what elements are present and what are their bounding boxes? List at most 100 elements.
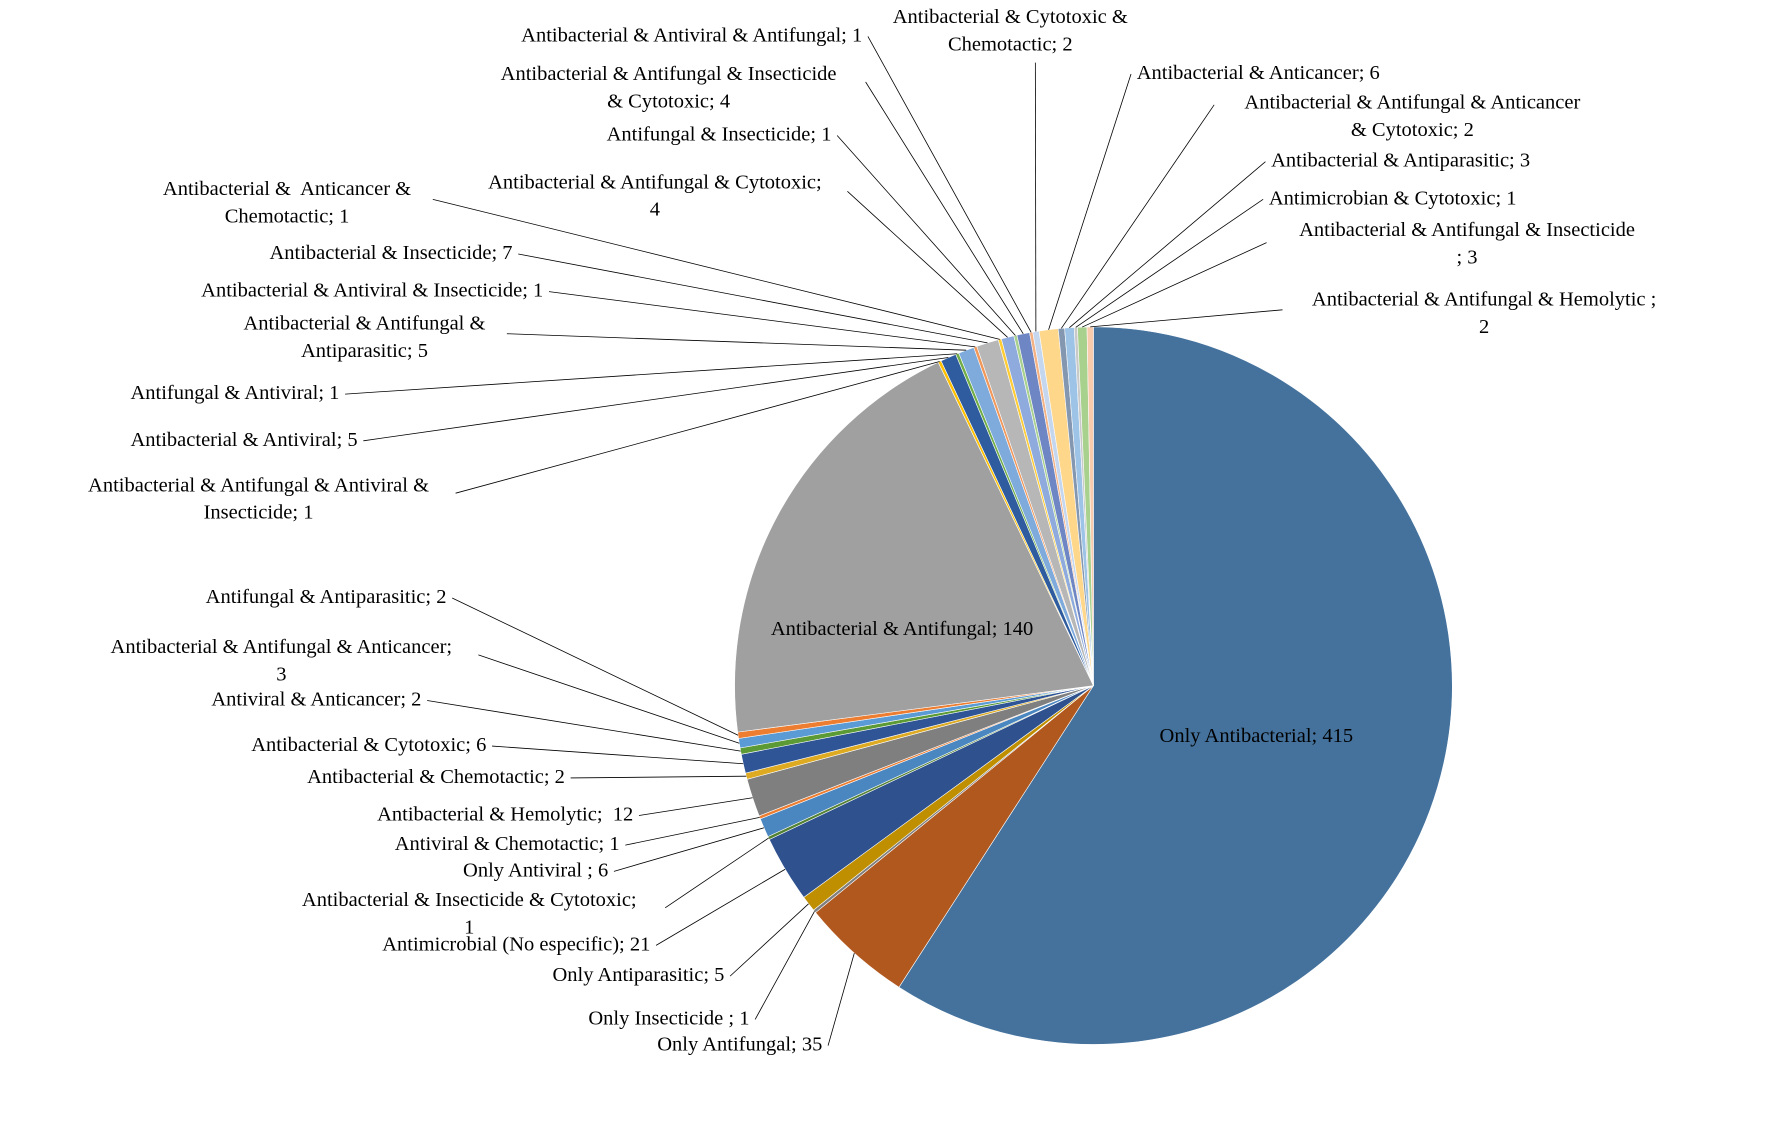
label-line: 2 [1479,316,1489,338]
label-line: Antiviral & Chemotactic; 1 [395,833,620,855]
data-label: Antifungal & Insecticide; 1 [607,123,832,145]
data-label: Only Insecticide ; 1 [588,1007,749,1029]
data-label: Antibacterial & Antifungal & Anticancer &… [1244,91,1580,140]
label-line: Antibacterial & Antifungal & Antiviral & [88,474,429,496]
data-label: Antibacterial & Insecticide & Cytotoxic;… [302,889,637,938]
leader-line [625,817,760,846]
data-label: Antibacterial & Antifungal & Insecticide… [1299,219,1635,268]
data-label: Antiviral & Chemotactic; 1 [395,833,620,855]
label-line: Antibacterial & Anticancer & [163,178,411,200]
leader-line [1061,104,1215,329]
label-line: Only Antiviral ; 6 [463,859,608,881]
leader-line [1069,161,1266,329]
label-line: Antiparasitic; 5 [301,340,428,362]
label-line: Chemotactic; 1 [225,205,350,227]
leader-line [548,291,976,348]
data-label: Antibacterial & Cytotoxic & Chemotactic; … [893,6,1128,55]
label-line: Insecticide; 1 [204,501,314,523]
label-line: Only Antibacterial; 415 [1160,725,1354,747]
leader-line [363,357,949,442]
label-line: Only Antiparasitic; 5 [552,964,724,986]
label-line: Antibacterial & Antifungal & Insecticide [1299,219,1635,241]
leader-line [613,827,765,872]
data-label: Antimicrobian & Cytotoxic; 1 [1269,187,1517,209]
leader-line [1090,309,1283,328]
leader-line [427,700,741,752]
data-label: Antifungal & Antiviral; 1 [130,382,339,404]
label-line: Antibacterial & Anticancer; 6 [1137,62,1380,84]
data-label: Antimicrobial (No especific); 21 [382,933,650,955]
leader-line [452,597,739,736]
label-line: Antibacterial & Antifungal & [243,312,485,334]
leader-line [836,135,1016,336]
labels: Only Antibacterial; 415 Only Antifungal; … [88,6,1656,1055]
label-line: Only Antifungal; 35 [657,1033,822,1055]
label-line: Antibacterial & Insecticide & Cytotoxic; [302,889,637,911]
leader-line [655,868,786,946]
data-label: Antibacterial & Antifungal & Antiviral &… [88,474,429,523]
pie-slice [898,326,1453,1045]
label-line: Only Insecticide ; 1 [588,1007,749,1029]
leader-line [432,198,1000,340]
label-line: Antiviral & Anticancer; 2 [211,688,421,710]
leader-line [1034,62,1037,332]
label-line: ; 3 [1456,246,1477,268]
data-label: Antibacterial & Antifungal & Antiparasiti… [243,312,485,361]
leader-line [729,903,809,977]
label-line: Antibacterial & Antifungal; 140 [771,618,1033,640]
data-label: Only Antibacterial; 415 [1160,725,1354,747]
label-line: Antibacterial & Antifungal & Anticancer; [111,636,453,658]
data-label: Antiviral & Anticancer; 2 [211,688,421,710]
label-line: Antifungal & Antiviral; 1 [130,382,339,404]
leader-line [570,775,747,779]
data-label: Antifungal & Antiparasitic; 2 [206,586,447,608]
leader-line [867,36,1032,333]
label-line: Antibacterial & Antiviral; 5 [130,428,357,450]
data-label: Antibacterial & Antiviral; 5 [130,428,357,450]
data-label: Antibacterial & Antifungal & Anticancer;… [111,636,453,685]
leader-line [847,191,1008,338]
leader-line [664,837,769,909]
data-label: Antibacterial & Antiviral & Insecticide;… [201,279,543,301]
leader-line [1075,198,1264,328]
leader-line [638,797,753,816]
data-label: Antibacterial & Chemotactic; 2 [307,766,565,788]
label-line: Antibacterial & Cytotoxic & [893,6,1128,28]
label-line: Antibacterial & Insecticide; 7 [269,242,512,264]
label-line: Antibacterial & Cytotoxic; 6 [251,734,486,756]
leader-line [1048,73,1132,330]
data-label: Antibacterial & Antiparasitic; 3 [1271,149,1530,171]
label-line: Antibacterial & Antiviral & Antifungal; … [521,24,862,46]
label-line: 1 [464,916,474,938]
data-label: Antibacterial & Antifungal & Insecticide… [501,63,837,112]
leader-line [455,361,940,494]
label-line: & Cytotoxic; 2 [1351,119,1474,141]
leader-line [865,81,1024,335]
data-label: Only Antiviral ; 6 [463,859,608,881]
leader-line [754,911,815,1020]
label-line: Antimicrobian & Cytotoxic; 1 [1269,187,1517,209]
leader-line [518,253,988,344]
label-line: Antibacterial & Antifungal & Hemolytic ; [1312,288,1656,310]
slices [734,326,1453,1045]
data-label: Antibacterial & Antifungal & Hemolytic ;… [1312,288,1656,337]
data-label: Antibacterial & Antifungal & Cytotoxic; 4 [488,171,822,220]
data-label: Antibacterial & Anticancer & Chemotactic;… [163,178,411,227]
label-line: Antifungal & Antiparasitic; 2 [206,586,447,608]
data-label: Antibacterial & Cytotoxic; 6 [251,734,486,756]
leader-line [478,654,740,744]
label-line: Antibacterial & Antiviral & Insecticide;… [201,279,543,301]
label-line: Antifungal & Insecticide; 1 [607,123,832,145]
data-label: Antibacterial & Hemolytic; 12 [377,803,633,825]
label-line: Antibacterial & Antiparasitic; 3 [1271,149,1530,171]
data-label: Antibacterial & Anticancer; 6 [1137,62,1380,84]
leader-line [506,333,967,351]
label-line: Chemotactic; 2 [948,33,1073,55]
data-label: Only Antiparasitic; 5 [552,964,724,986]
label-line: Antimicrobial (No especific); 21 [382,933,650,955]
leader-line [492,745,744,765]
pie-slice [734,361,1094,733]
leader-line [1082,242,1267,328]
label-line: 3 [276,663,286,685]
